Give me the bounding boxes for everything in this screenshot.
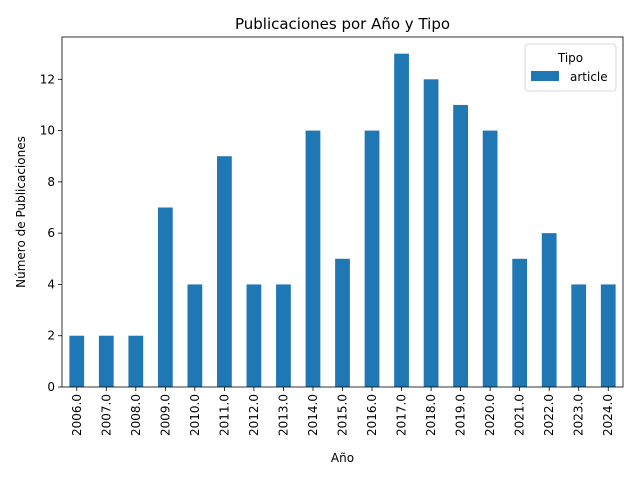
x-tick-label: 2011.0	[217, 394, 231, 436]
bar-2021.0	[512, 258, 528, 387]
x-tick-label: 2019.0	[454, 394, 468, 436]
legend: Tipo article	[524, 43, 617, 92]
x-tick-label: 2015.0	[336, 394, 350, 436]
y-tick-label: 8	[47, 175, 55, 189]
bar-2018.0	[423, 79, 439, 387]
bar-2022.0	[541, 233, 557, 387]
chart-title: Publicaciones por Año y Tipo	[235, 15, 450, 33]
bar-2012.0	[246, 284, 262, 387]
bar-2020.0	[482, 130, 498, 387]
x-tick-label: 2009.0	[158, 394, 172, 436]
bar-2014.0	[305, 130, 321, 387]
bar-2007.0	[98, 335, 114, 387]
bar-2009.0	[157, 207, 173, 387]
bar-2023.0	[571, 284, 587, 387]
x-tick-label: 2020.0	[483, 394, 497, 436]
y-axis-ticks: 0 2 4 6 8 10 12	[40, 72, 62, 394]
x-axis-label: Año	[331, 451, 354, 465]
y-tick-label: 12	[40, 72, 55, 86]
y-tick-label: 4	[47, 277, 55, 291]
x-axis-ticks: 2006.0 2007.0 2008.0 2009.0 2010.0 2011.0 2012…	[70, 387, 615, 436]
x-tick-label: 2007.0	[99, 394, 113, 436]
legend-swatch-article	[531, 71, 559, 81]
x-tick-label: 2024.0	[601, 394, 615, 436]
x-tick-label: 2010.0	[188, 394, 202, 436]
y-axis-label: Número de Publicaciones	[14, 136, 28, 288]
x-tick-label: 2016.0	[365, 394, 379, 436]
bar-2011.0	[217, 156, 232, 387]
y-tick-label: 6	[47, 226, 55, 240]
x-tick-label: 2017.0	[395, 394, 409, 436]
x-tick-label: 2018.0	[424, 394, 438, 436]
x-tick-label: 2008.0	[129, 394, 143, 436]
bar-2016.0	[364, 130, 380, 387]
x-tick-label: 2006.0	[70, 394, 84, 436]
plot-frame	[61, 36, 624, 388]
x-tick-label: 2014.0	[306, 394, 320, 436]
y-tick-label: 2	[47, 329, 55, 343]
legend-title: Tipo	[557, 51, 583, 65]
bar-2015.0	[335, 258, 350, 387]
bar-2006.0	[69, 335, 85, 387]
y-tick-label: 10	[40, 124, 55, 138]
legend-label-article: article	[570, 70, 608, 84]
bar-2010.0	[187, 284, 203, 387]
y-tick-label: 0	[47, 380, 55, 394]
x-tick-label: 2023.0	[572, 394, 586, 436]
x-tick-label: 2022.0	[542, 394, 556, 436]
bar-2024.0	[600, 284, 616, 387]
bar-2019.0	[453, 104, 468, 387]
x-tick-label: 2021.0	[513, 394, 527, 436]
x-tick-label: 2013.0	[276, 394, 290, 436]
bar-2008.0	[128, 335, 144, 387]
bar-2013.0	[276, 284, 291, 387]
bars-group	[69, 53, 616, 388]
bar-2017.0	[394, 53, 409, 388]
x-tick-label: 2012.0	[247, 394, 261, 436]
